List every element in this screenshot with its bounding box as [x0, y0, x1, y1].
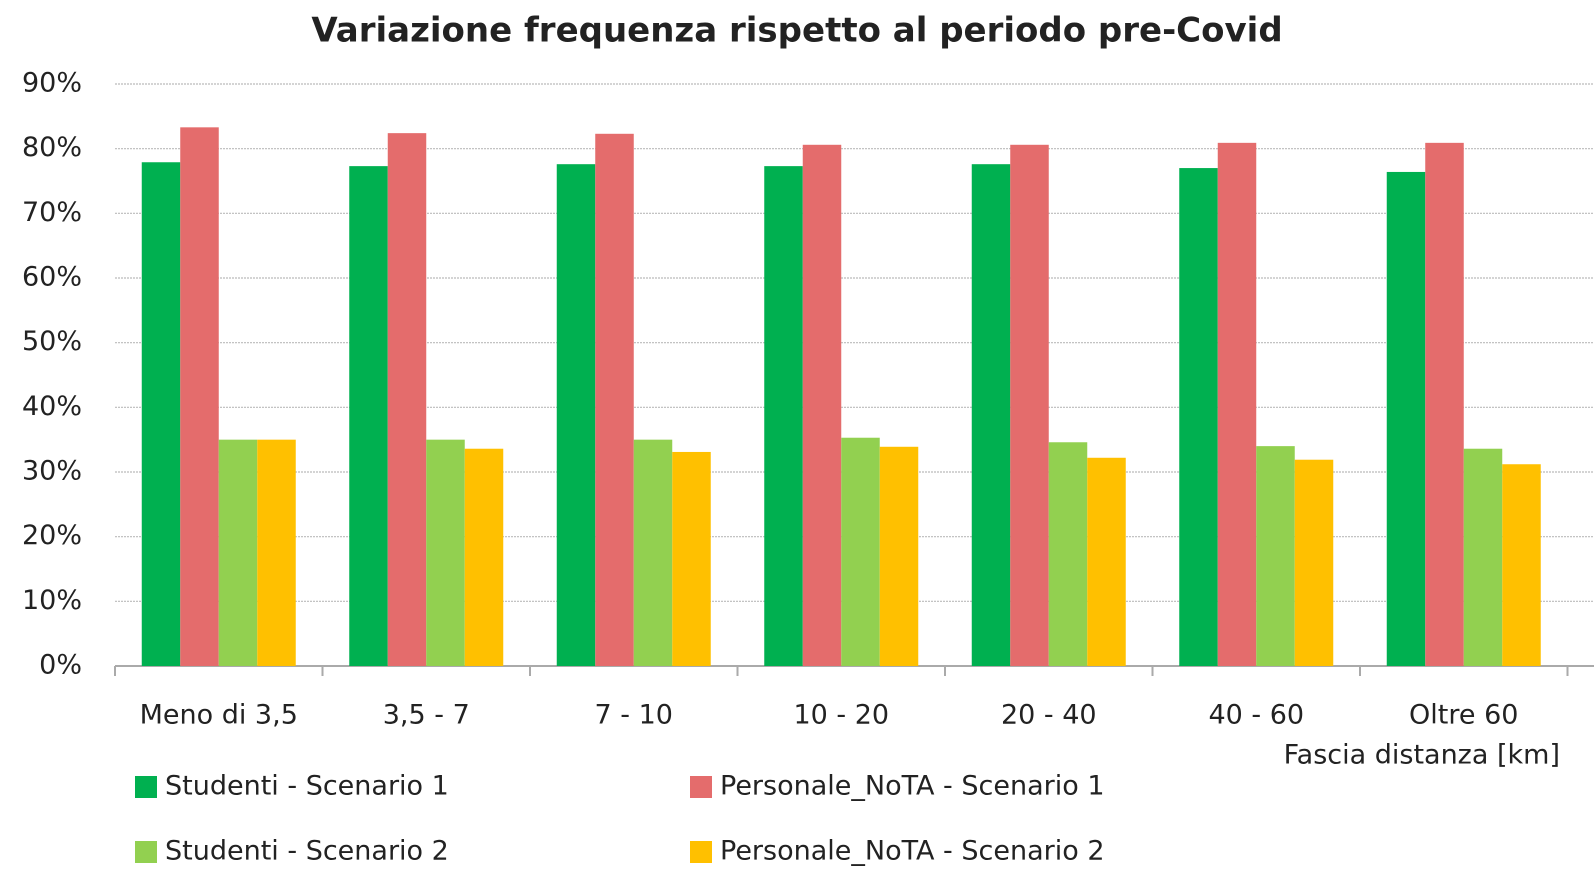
- x-tick-label: 7 - 10: [595, 700, 673, 731]
- bar: [1048, 442, 1088, 666]
- y-tick-label: 70%: [22, 197, 82, 228]
- bar: [633, 439, 673, 666]
- bar: [464, 448, 504, 666]
- bar: [218, 439, 258, 666]
- x-tick-label: Oltre 60: [1409, 700, 1518, 731]
- bar: [1217, 142, 1257, 666]
- x-tick-label: Meno di 3,5: [140, 700, 298, 731]
- bar: [349, 166, 388, 667]
- bar: [257, 439, 296, 666]
- x-tick-label: 20 - 40: [1001, 700, 1097, 731]
- bar: [595, 133, 634, 666]
- bar: [764, 166, 803, 667]
- legend-label: Personale_NoTA - Scenario 2: [720, 836, 1105, 867]
- y-tick-label: 90%: [22, 68, 82, 99]
- bar: [879, 446, 919, 666]
- legend-swatch: [690, 776, 712, 798]
- y-tick-label: 20%: [22, 520, 82, 551]
- bar: [1386, 171, 1426, 667]
- y-tick-label: 10%: [22, 585, 82, 616]
- bar: [1179, 168, 1218, 667]
- bar: [1294, 459, 1334, 666]
- bar: [1463, 448, 1503, 666]
- bar: [141, 162, 181, 666]
- y-tick-label: 80%: [22, 132, 82, 163]
- x-axis-label: Fascia distanza [km]: [1284, 740, 1560, 771]
- x-tick-label: 3,5 - 7: [383, 700, 470, 731]
- legend-swatch: [135, 776, 157, 798]
- y-tick-label: 40%: [22, 391, 82, 422]
- bar: [802, 144, 842, 666]
- legend-label: Studenti - Scenario 2: [165, 836, 449, 867]
- legend-label: Studenti - Scenario 1: [165, 771, 449, 802]
- y-tick-label: 60%: [22, 262, 82, 293]
- bar: [1502, 464, 1541, 666]
- legend-label: Personale_NoTA - Scenario 1: [720, 771, 1105, 802]
- x-tick-label: 40 - 60: [1208, 700, 1304, 731]
- bar: [1010, 144, 1049, 666]
- chart-title: Variazione frequenza rispetto al periodo…: [311, 11, 1282, 51]
- bar: [1425, 142, 1464, 666]
- bar: [672, 451, 711, 666]
- x-tick-label: 10 - 20: [793, 700, 889, 731]
- bar: [971, 164, 1011, 667]
- y-tick-label: 30%: [22, 456, 82, 487]
- bar: [556, 164, 596, 667]
- bar: [426, 439, 465, 666]
- bar: [180, 127, 219, 667]
- y-tick-label: 0%: [39, 650, 82, 681]
- bar: [387, 133, 427, 666]
- y-tick-label: 50%: [22, 326, 82, 357]
- bar: [1087, 457, 1126, 666]
- bar: [1256, 446, 1295, 666]
- legend-swatch: [690, 841, 712, 863]
- legend-swatch: [135, 841, 157, 863]
- bar: [841, 437, 880, 666]
